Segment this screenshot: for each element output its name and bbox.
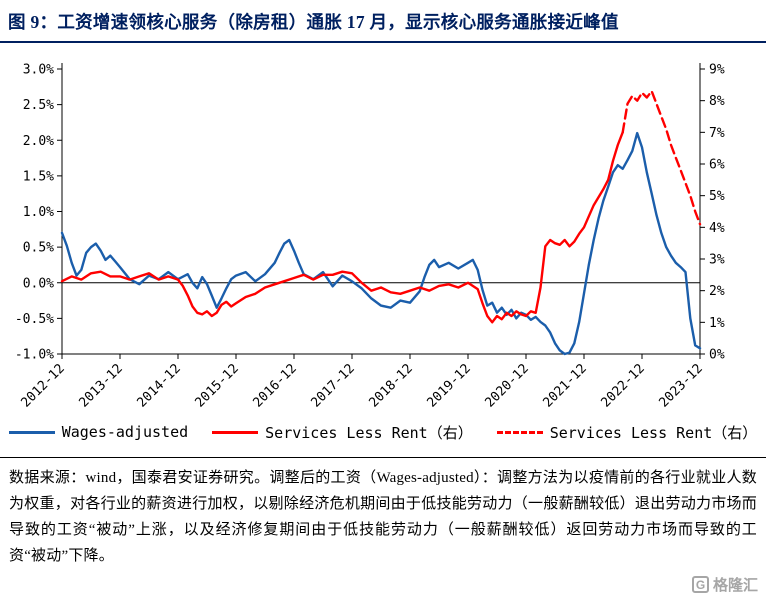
left-tick-label: 1.0% xyxy=(23,205,54,220)
series-right xyxy=(60,131,624,324)
legend-line-swatch xyxy=(8,430,55,434)
x-tick-label: 2013-12 xyxy=(76,361,125,410)
left-tick-label: 1.5% xyxy=(23,169,54,184)
legend-line-swatch xyxy=(212,430,259,434)
x-tick-label: 2015-12 xyxy=(192,361,241,410)
right-tick-label: 3% xyxy=(709,253,725,268)
chart-area: 3.0% 2.5% 2.0% 1.5% 1.0% 0.5% 0.0% -0.5% -1.0% 9%… xyxy=(0,49,766,417)
right-tick-label: 8% xyxy=(709,94,725,109)
source-note: 数据来源：wind，国泰君安证券研究。调整后的工资（Wages-adjusted… xyxy=(9,470,757,564)
x-tick-label: 2020-12 xyxy=(482,361,531,410)
gelonghui-text: 格隆汇 xyxy=(712,577,758,594)
gelonghui-icon: G xyxy=(691,576,709,593)
x-tick-label: 2022-12 xyxy=(598,361,647,410)
right-tick-label: 6% xyxy=(709,158,725,173)
x-tick-label: 2016-12 xyxy=(250,361,299,410)
note-divider xyxy=(0,457,766,458)
x-tick-label: 2018-12 xyxy=(366,361,415,410)
series-dashed-right xyxy=(621,90,702,226)
left-tick-label: 0.0% xyxy=(23,276,54,291)
legend-label: Services Less Rent（右） xyxy=(265,423,473,442)
legend-label: Services Less Rent（右） xyxy=(549,423,758,442)
right-tick-label: 2% xyxy=(709,284,725,299)
gelonghui-logo: G 格隆汇 xyxy=(691,574,758,595)
chart-svg: 3.0% 2.5% 2.0% 1.5% 1.0% 0.5% 0.0% -0.5% -1.0% 9%… xyxy=(15,63,725,411)
legend-label: Wages-adjusted xyxy=(61,423,189,441)
right-tick-label: 7% xyxy=(709,126,725,141)
right-tick-label: 4% xyxy=(709,221,725,236)
x-tick-label: 2023-12 xyxy=(656,361,705,410)
left-tick-label: 0.5% xyxy=(23,241,54,256)
x-tick-label: 2014-12 xyxy=(134,361,183,410)
left-tick-label: -1.0% xyxy=(15,348,54,363)
left-tick-label: 2.0% xyxy=(23,134,54,149)
series-left xyxy=(60,131,702,356)
legend-dashed-line-swatch xyxy=(496,430,543,434)
x-tick-label: 2012-12 xyxy=(18,361,67,410)
right-tick-label: 9% xyxy=(709,63,725,78)
legend-item: Wages-adjusted xyxy=(8,423,189,441)
x-tick-label: 2019-12 xyxy=(424,361,473,410)
left-tick-label: -0.5% xyxy=(15,312,54,327)
right-tick-label: 0% xyxy=(709,348,725,363)
figure-title: 图 9：工资增速领核心服务（除房租）通胀 17 月，显示核心服务通胀接近峰值 xyxy=(8,12,619,32)
right-tick-label: 5% xyxy=(709,189,725,204)
legend: Wages-adjusted Services Less Rent（右） Servi… xyxy=(0,419,766,445)
legend-item: Services Less Rent（右） xyxy=(212,422,473,443)
left-tick-label: 3.0% xyxy=(23,63,54,78)
x-tick-label: 2021-12 xyxy=(540,361,589,410)
x-tick-label: 2017-12 xyxy=(308,361,357,410)
title-divider xyxy=(0,41,766,43)
right-tick-label: 1% xyxy=(709,316,725,331)
left-tick-label: 2.5% xyxy=(23,98,54,113)
legend-item: Services Less Rent（右） xyxy=(496,422,758,443)
